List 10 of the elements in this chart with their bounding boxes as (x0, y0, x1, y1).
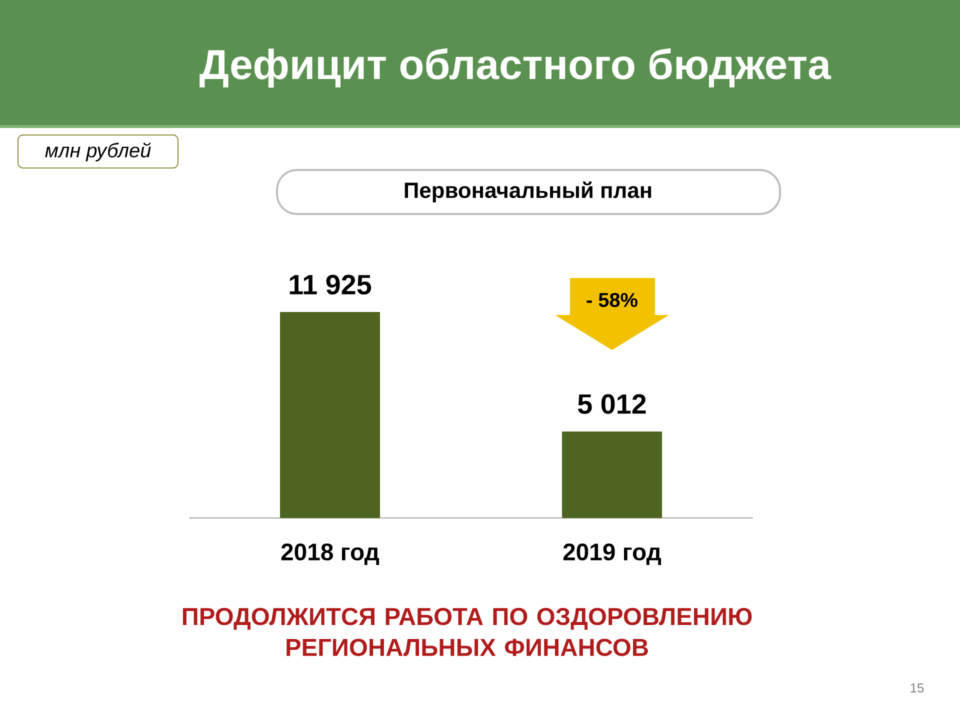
text: - 58% (586, 292, 638, 308)
chart-subtitle: Первоначальный план (404, 182, 652, 202)
text: ПРОДОЛЖИТСЯ РАБОТА ПО ОЗДОРОВЛЕНИЮ РЕГИОНАЛЬНЫХ ФИНАНСОВ (182, 608, 752, 656)
data-label: 5 012 (578, 394, 646, 414)
text: 15 (910, 683, 924, 692)
chart-title: Дефицит областного бюджета (200, 48, 832, 88)
x-tick-label: 2019 год (563, 544, 662, 565)
x-tick-label: 2018 год (281, 544, 380, 565)
data-label: 11 925 (290, 274, 372, 295)
text: млн рублей (45, 142, 151, 162)
